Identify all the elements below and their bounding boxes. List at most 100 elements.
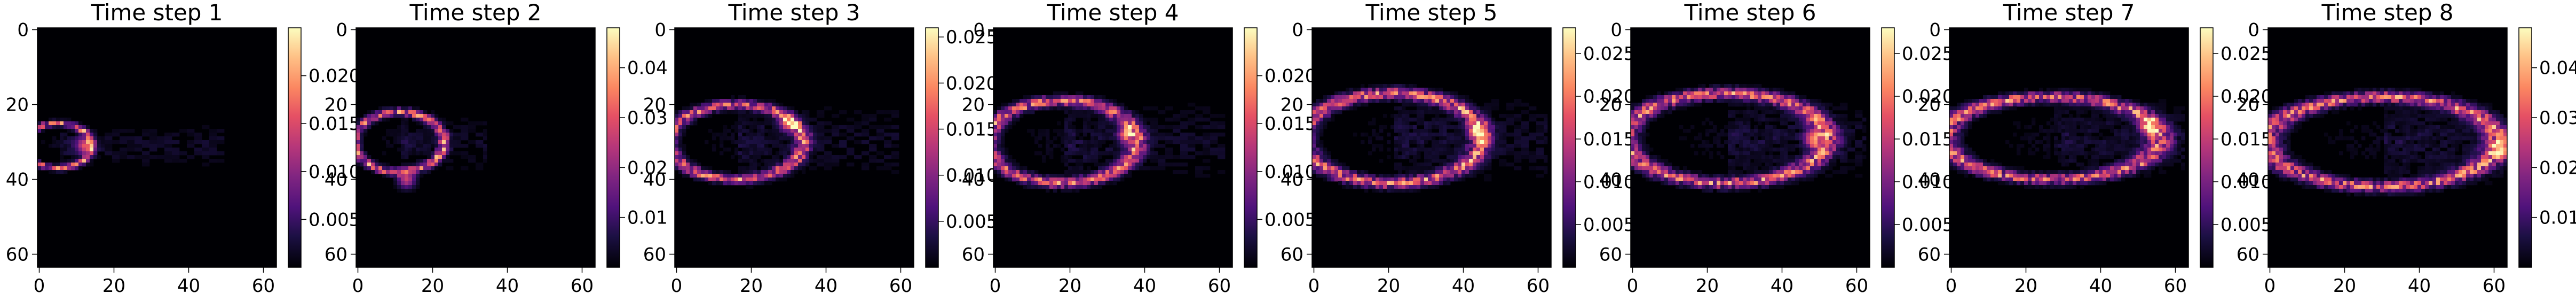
colorbar-tick-label: 0.015 xyxy=(1902,129,1954,150)
colorbar: 0.005 0.010 0.015 0.020 0.025 xyxy=(1881,27,1954,268)
panel-time-step-5: Time step 50 20 40 6002040600.0050.0100.015… xyxy=(1281,0,1635,297)
colorbar-tick-label: 0.015 xyxy=(309,113,360,135)
heatmap-image xyxy=(993,28,1232,267)
colorbar-tick-label: 0.025 xyxy=(946,27,998,48)
y-tick-label: 0 xyxy=(654,20,666,41)
x-tick-label: 40 xyxy=(2089,275,2112,297)
colorbar-tick-label: 0.015 xyxy=(946,119,998,141)
panel-title: Time step 2 xyxy=(409,0,541,26)
colorbar-tick-label: 0.005 xyxy=(946,211,998,233)
colorbar-gradient xyxy=(2200,27,2214,268)
y-tick-label: 60 xyxy=(1918,244,1941,266)
axes-frame xyxy=(1311,27,1552,268)
colorbar: 0.01 0.02 0.03 0.04 xyxy=(2518,27,2576,268)
panel-title: Time step 4 xyxy=(1046,0,1179,26)
heatmap-image xyxy=(356,28,595,267)
y-tick-label: 20 xyxy=(1918,95,1941,116)
panel-title: Time step 1 xyxy=(90,0,223,26)
colorbar-tick-label: 0.01 xyxy=(2539,207,2576,229)
axes-frame xyxy=(1630,27,1870,268)
panel-title: Time step 6 xyxy=(1684,0,1816,26)
colorbar-tick-label: 0.005 xyxy=(1583,214,1635,236)
y-tick-label: 20 xyxy=(962,95,985,116)
axes-frame xyxy=(37,27,277,268)
y-tick-label: 20 xyxy=(1599,95,1622,116)
x-tick-label: 0 xyxy=(352,275,364,297)
x-tick-label: 20 xyxy=(1696,275,1719,297)
colorbar-tick-label: 0.010 xyxy=(2221,172,2272,193)
x-tick-label: 40 xyxy=(496,275,519,297)
y-tick-label: 0 xyxy=(2248,20,2259,41)
colorbar-tick-label: 0.020 xyxy=(946,73,998,94)
y-tick-label: 40 xyxy=(1281,169,1303,191)
colorbar-tick-label: 0.01 xyxy=(627,207,668,229)
colorbar-tick-label: 0.005 xyxy=(2221,214,2272,236)
colorbar: 0.005 0.010 0.015 0.020 0.025 xyxy=(1562,27,1635,268)
y-tick-label: 0 xyxy=(1610,20,1622,41)
panel-title: Time step 5 xyxy=(1365,0,1497,26)
colorbar-gradient xyxy=(2518,27,2532,268)
colorbar-tick-label: 0.020 xyxy=(2221,86,2272,107)
x-tick-label: 60 xyxy=(2164,275,2187,297)
y-tick-label: 0 xyxy=(973,20,985,41)
axes-frame xyxy=(1949,27,2189,268)
colorbar-tick-label: 0.03 xyxy=(627,107,668,129)
x-tick-label: 20 xyxy=(2014,275,2037,297)
x-tick-label: 60 xyxy=(1208,275,1231,297)
x-tick-label: 0 xyxy=(34,275,45,297)
colorbar-tick-label: 0.020 xyxy=(1902,86,1954,107)
colorbar-tick-label: 0.025 xyxy=(2221,43,2272,65)
colorbar-tick-label: 0.020 xyxy=(309,66,360,87)
x-tick-label: 0 xyxy=(1308,275,1320,297)
x-tick-label: 60 xyxy=(2483,275,2506,297)
x-tick-label: 40 xyxy=(815,275,837,297)
y-tick-label: 60 xyxy=(962,244,985,266)
y-tick-label: 0 xyxy=(17,20,29,41)
colorbar-gradient xyxy=(606,27,620,268)
heatmap-image xyxy=(1949,28,2188,267)
y-tick-label: 40 xyxy=(2237,169,2259,191)
x-tick-label: 0 xyxy=(1946,275,1957,297)
x-tick-label: 20 xyxy=(102,275,125,297)
x-tick-label: 0 xyxy=(1627,275,1639,297)
panel-time-step-4: Time step 40 20 40 6002040600.0050.0100.015… xyxy=(962,0,1317,297)
heatmap-image xyxy=(675,28,914,267)
colorbar-gradient xyxy=(1881,27,1895,268)
colorbar-tick-label: 0.025 xyxy=(1902,43,1954,65)
colorbar-tick-label: 0.010 xyxy=(1583,172,1635,193)
colorbar-tick-label: 0.03 xyxy=(2539,107,2576,129)
colorbar-tick-label: 0.02 xyxy=(2539,157,2576,179)
x-tick-label: 40 xyxy=(1133,275,1156,297)
axes-frame xyxy=(2267,27,2508,268)
colorbar-tick-label: 0.015 xyxy=(2221,129,2272,150)
x-tick-label: 40 xyxy=(177,275,200,297)
x-tick-label: 40 xyxy=(2408,275,2431,297)
colorbar-gradient xyxy=(288,27,302,268)
colorbar: 0.005 0.010 0.015 0.020 0.025 xyxy=(2200,27,2272,268)
colorbar-gradient xyxy=(1562,27,1576,268)
axes-frame xyxy=(674,27,914,268)
colorbar-tick-label: 0.04 xyxy=(2539,58,2576,79)
x-tick-label: 0 xyxy=(990,275,1001,297)
x-tick-label: 0 xyxy=(671,275,683,297)
panel-time-step-2: Time step 20 20 40 6002040600.010.020.030.0… xyxy=(325,0,668,297)
y-tick-label: 40 xyxy=(6,169,29,191)
y-tick-label: 40 xyxy=(962,169,985,191)
colorbar-tick-label: 0.020 xyxy=(1265,66,1316,87)
colorbar: 0.01 0.02 0.03 0.04 xyxy=(606,27,668,268)
panel-time-step-6: Time step 60 20 40 6002040600.0050.0100.015… xyxy=(1599,0,1954,297)
colorbar-gradient xyxy=(925,27,939,268)
panel-time-step-1: Time step 10 20 40 6002040600.0050.0100.015… xyxy=(6,0,361,297)
heatmap-image xyxy=(1631,28,1870,267)
colorbar-tick-label: 0.010 xyxy=(946,165,998,187)
y-tick-label: 0 xyxy=(1929,20,1941,41)
x-tick-label: 60 xyxy=(571,275,594,297)
panel-title: Time step 8 xyxy=(2321,0,2453,26)
y-tick-label: 60 xyxy=(1599,244,1622,266)
x-tick-label: 20 xyxy=(2333,275,2356,297)
axes-frame xyxy=(993,27,1233,268)
y-tick-label: 60 xyxy=(643,244,666,266)
x-tick-label: 60 xyxy=(1845,275,1868,297)
y-tick-label: 20 xyxy=(6,95,29,116)
